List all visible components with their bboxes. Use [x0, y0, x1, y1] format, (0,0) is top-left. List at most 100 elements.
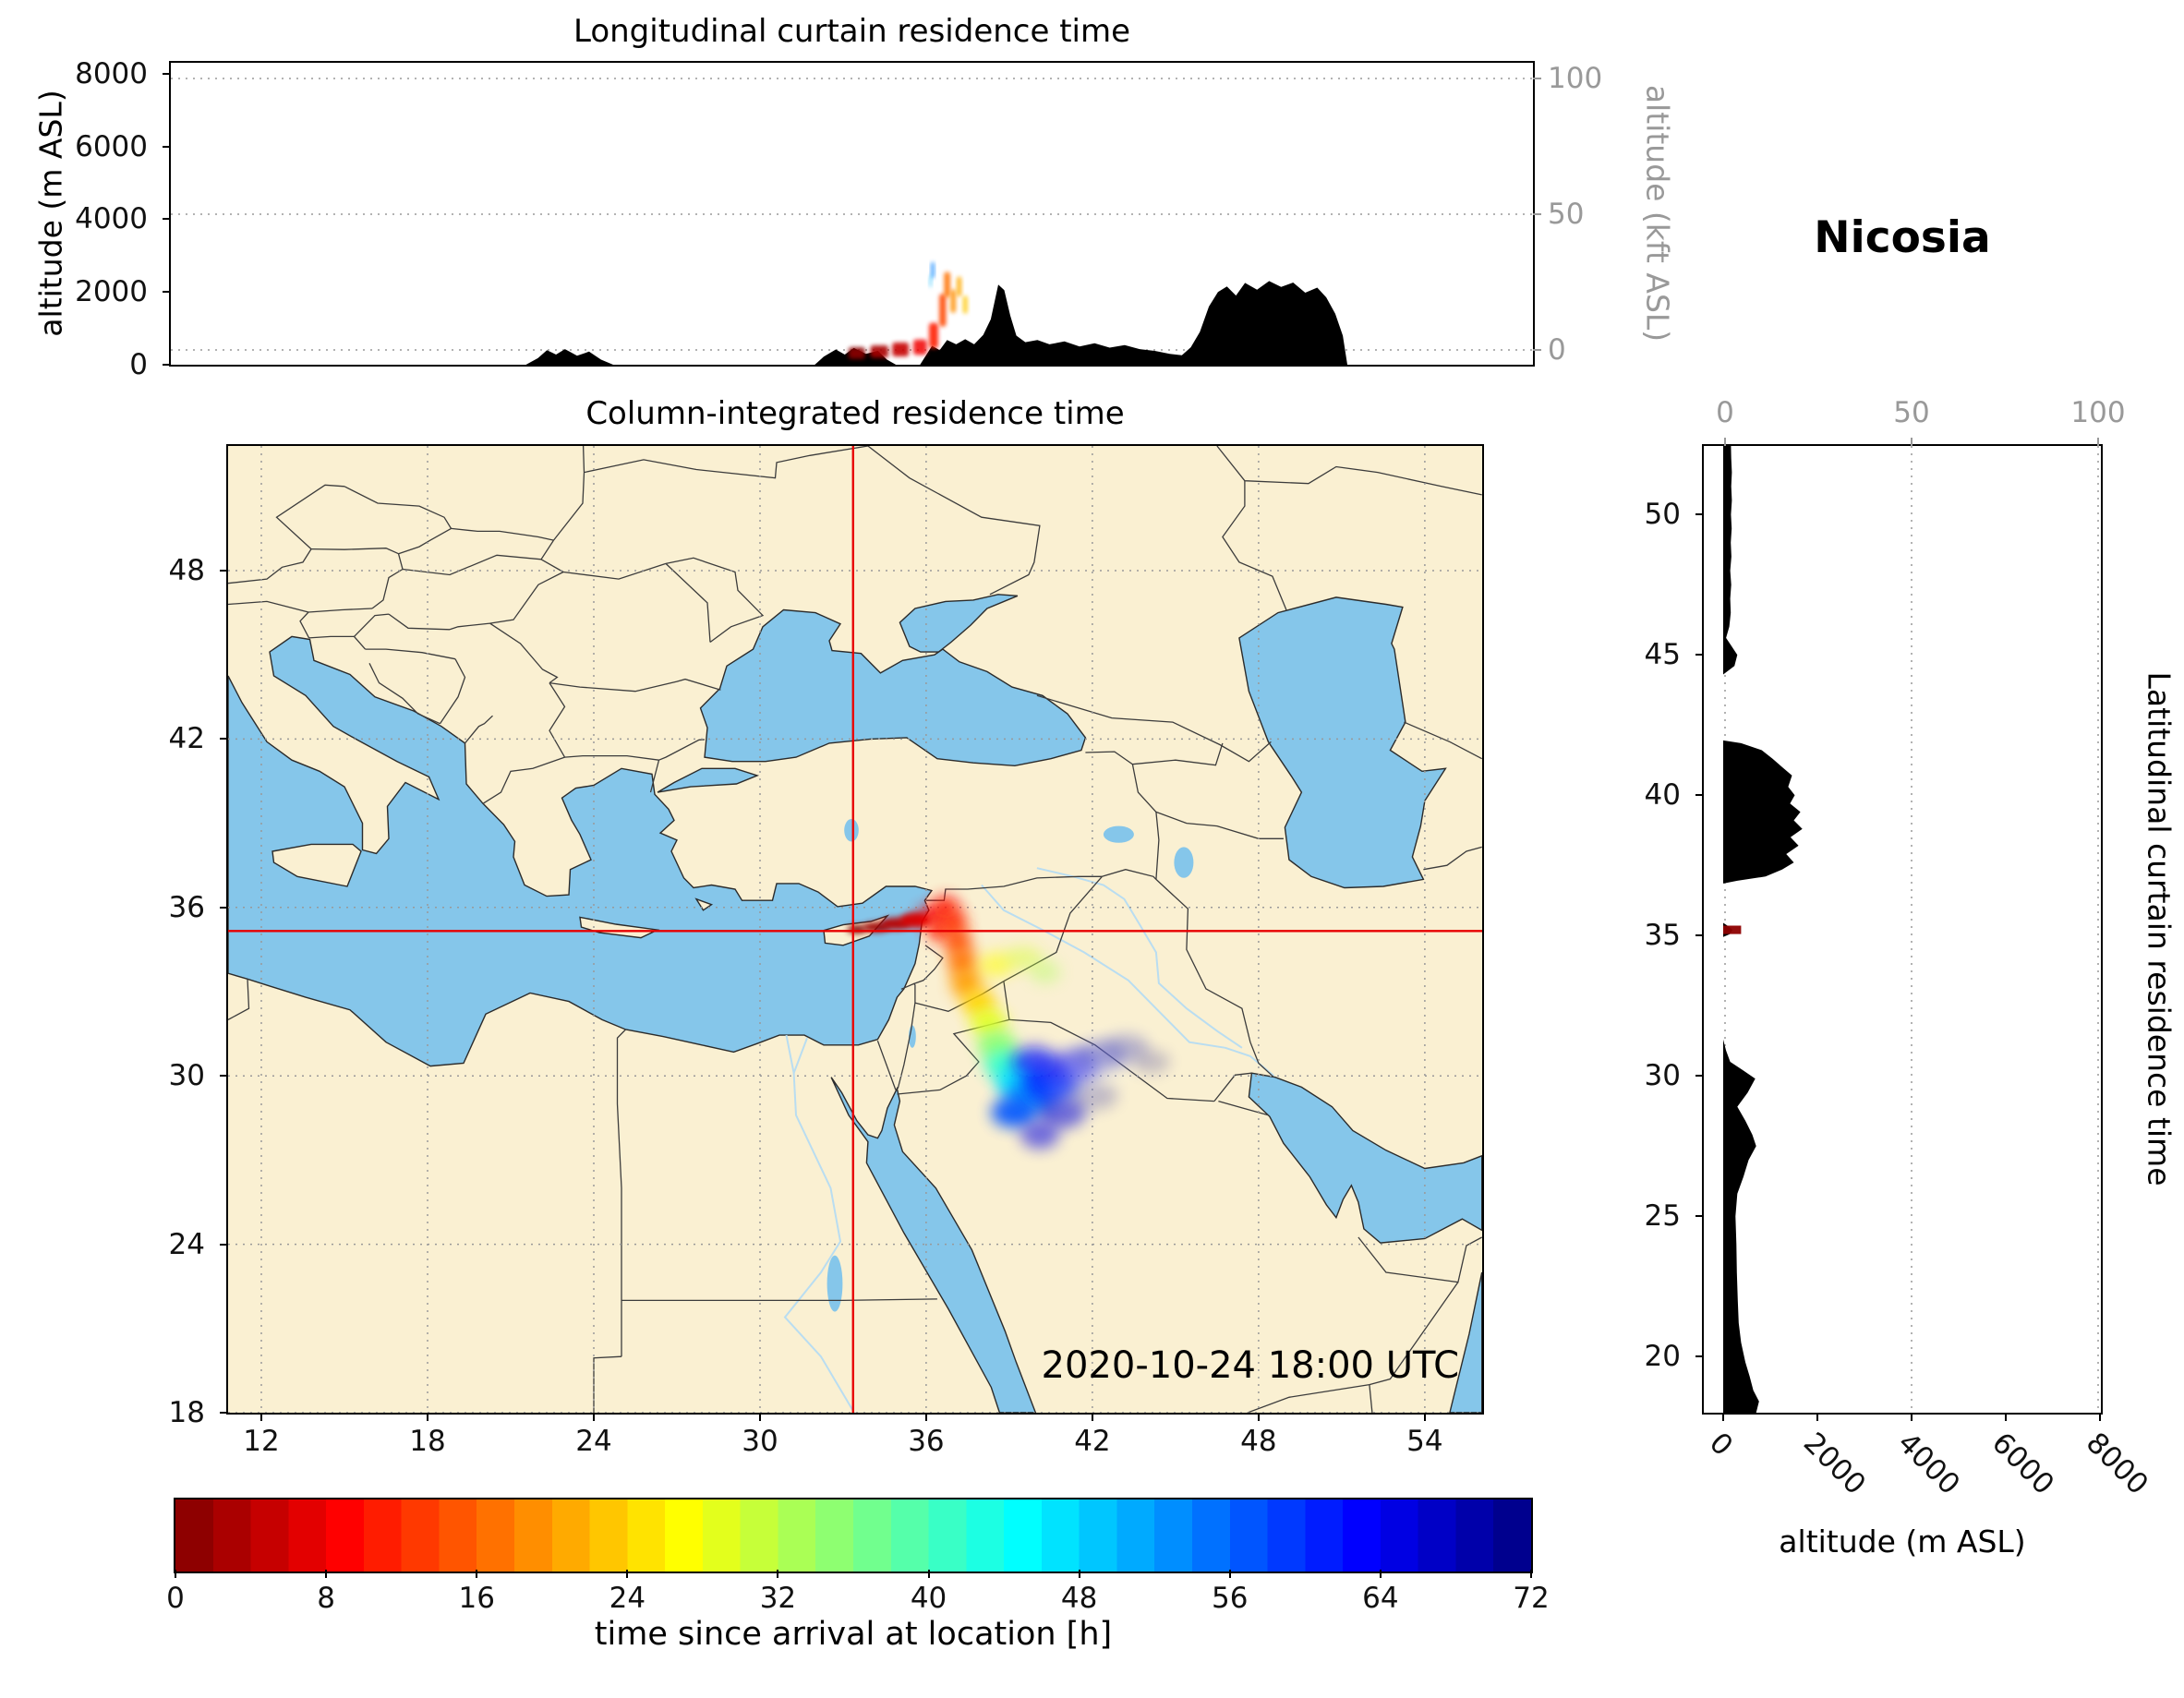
station-title: Nicosia	[1814, 212, 1991, 263]
colorbar-tick: 8	[317, 1582, 335, 1615]
sea-persian-gulf	[1248, 1072, 1482, 1244]
xtick-lon: 12	[243, 1425, 280, 1458]
map-panel	[226, 444, 1484, 1415]
border	[549, 682, 566, 758]
border	[482, 756, 565, 804]
latitudinal-gridlines	[1724, 446, 2099, 1413]
xtick-lon: 54	[1406, 1425, 1443, 1458]
tick-mark	[1228, 1570, 1231, 1578]
colorbar-tick: 48	[1060, 1582, 1098, 1615]
border	[1222, 480, 1287, 610]
ytick-lat: 20	[1644, 1340, 1681, 1374]
border	[275, 484, 345, 550]
rivers	[783, 867, 1275, 1413]
tick-mark	[1911, 438, 1913, 446]
sea-marmara	[657, 767, 760, 793]
tick-mark	[1533, 213, 1541, 215]
ytick-lat: 36	[168, 890, 205, 924]
border	[449, 622, 490, 631]
tick-mark	[1379, 1570, 1382, 1578]
border	[1132, 742, 1224, 766]
ytick-kft: 100	[1548, 62, 1603, 95]
longitudinal-curtain-panel	[169, 61, 1535, 367]
curtain-blob	[950, 289, 957, 313]
border	[1218, 1100, 1269, 1116]
border	[1155, 878, 1274, 1078]
ytick-lat: 24	[168, 1227, 205, 1261]
ytick-m: 4000	[75, 202, 148, 236]
ytick-m: 0	[129, 348, 148, 381]
xtick-m: 0	[1702, 1426, 1740, 1463]
colorbar	[174, 1498, 1533, 1573]
plume-wash	[1094, 1036, 1145, 1065]
tick-mark	[163, 145, 171, 148]
border	[228, 979, 250, 1020]
tick-mark	[1695, 1355, 1704, 1358]
ytick-lat: 40	[1644, 778, 1681, 813]
border	[1036, 694, 1272, 763]
sea-caspian-sea	[1238, 596, 1447, 889]
tick-mark	[1533, 78, 1541, 79]
tick-mark	[1257, 1413, 1260, 1421]
plume-blob	[1030, 960, 1061, 983]
xtick-lon: 42	[1074, 1425, 1111, 1458]
latitudinal-curtain-panel	[1702, 444, 2103, 1415]
tick-mark	[1533, 349, 1541, 351]
xtick-lon: 48	[1240, 1425, 1277, 1458]
border	[299, 611, 310, 639]
tick-mark	[1078, 1570, 1080, 1578]
colorbar-label: time since arrival at location [h]	[594, 1616, 1113, 1653]
border	[584, 446, 869, 479]
border	[649, 739, 706, 793]
border	[913, 945, 944, 985]
river	[783, 1034, 855, 1413]
tick-mark	[924, 1413, 927, 1421]
border	[451, 527, 554, 541]
border	[228, 548, 312, 584]
curtain-blob	[870, 345, 888, 358]
curtain-blob	[939, 294, 947, 327]
latitudinal-curtain-plot	[1723, 446, 2099, 1413]
border	[489, 622, 559, 684]
tick-mark	[626, 1570, 629, 1578]
latitudinal-title: Latitudinal curtain residence time	[2141, 671, 2178, 1186]
border	[489, 571, 564, 624]
tick-mark	[1695, 794, 1704, 797]
border	[621, 1298, 937, 1302]
tick-mark	[163, 72, 171, 75]
curtain-blob	[929, 274, 932, 288]
ytick-kft: 0	[1548, 333, 1566, 367]
curtain-blob	[929, 322, 938, 349]
tick-mark	[1423, 1413, 1426, 1421]
border	[549, 678, 721, 692]
plume-blob	[970, 1008, 1007, 1037]
border	[562, 562, 667, 580]
ytick-lat: 30	[168, 1059, 205, 1093]
ytick-lat: 45	[1644, 638, 1681, 672]
plume-wash	[1044, 1081, 1095, 1115]
curtain-blob	[944, 271, 950, 298]
longitudinal-plume	[848, 261, 968, 359]
tick-mark	[259, 1413, 262, 1421]
border	[388, 613, 451, 631]
xtick-m: 6000	[1985, 1426, 2061, 1501]
border	[308, 635, 366, 650]
residence-time-map	[228, 446, 1482, 1413]
latitudinal-xlabel: altitude (m ASL)	[1779, 1523, 2026, 1560]
curtain-blob	[957, 276, 962, 297]
border	[665, 562, 711, 643]
border	[665, 557, 765, 644]
tick-mark	[1695, 513, 1704, 516]
curtain-blob	[913, 339, 927, 355]
border	[1003, 981, 1010, 1020]
xtick-kft: 0	[1716, 396, 1734, 429]
tick-mark	[426, 1413, 428, 1421]
tick-mark	[1722, 1413, 1724, 1421]
colorbar-tick: 0	[166, 1582, 185, 1615]
ytick-m: 6000	[75, 129, 148, 163]
border	[1102, 869, 1157, 880]
tick-mark	[777, 1570, 779, 1578]
ytick-m: 8000	[75, 56, 148, 90]
curtain-blob	[848, 347, 865, 359]
border	[398, 527, 452, 555]
